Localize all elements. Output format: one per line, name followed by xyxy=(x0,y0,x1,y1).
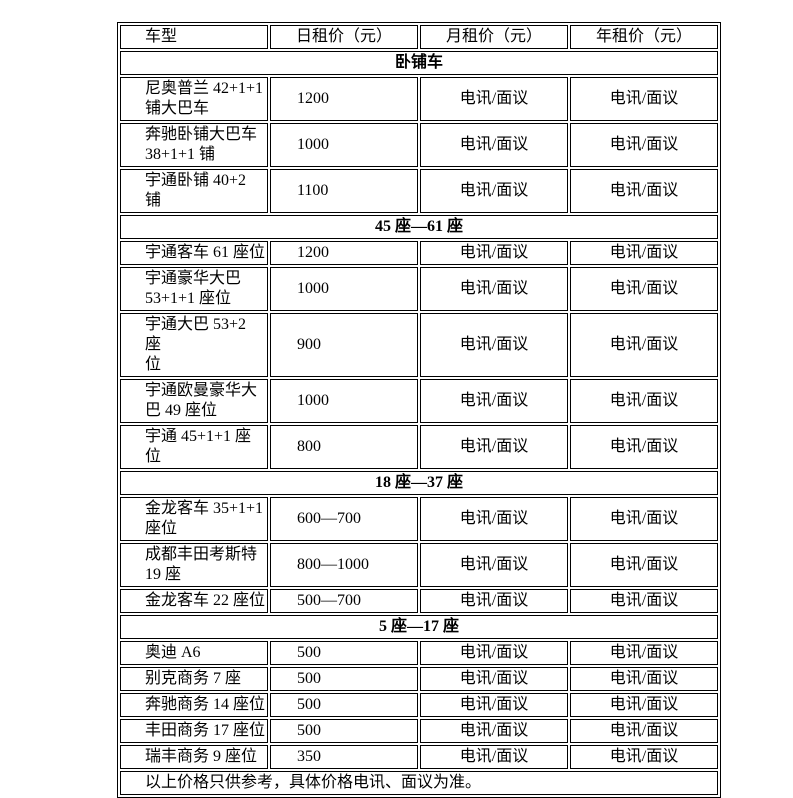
section-header-row: 5 座—17 座 xyxy=(120,615,718,639)
daily-price-cell: 1100 xyxy=(270,169,418,213)
table-row: 别克商务 7 座 500 电讯/面议 电讯/面议 xyxy=(120,667,718,691)
daily-price-cell: 600—700 xyxy=(270,497,418,541)
daily-price-cell: 900 xyxy=(270,313,418,377)
table-row: 瑞丰商务 9 座位 350 电讯/面议 电讯/面议 xyxy=(120,745,718,769)
monthly-price-cell: 电讯/面议 xyxy=(420,425,568,469)
yearly-price-cell: 电讯/面议 xyxy=(570,543,718,587)
yearly-price-cell: 电讯/面议 xyxy=(570,745,718,769)
yearly-price-cell: 电讯/面议 xyxy=(570,497,718,541)
monthly-price-cell: 电讯/面议 xyxy=(420,745,568,769)
daily-price-cell: 800—1000 xyxy=(270,543,418,587)
table-row: 宇通 45+1+1 座位 800 电讯/面议 电讯/面议 xyxy=(120,425,718,469)
monthly-price-cell: 电讯/面议 xyxy=(420,667,568,691)
section-title-cell: 卧铺车 xyxy=(120,51,718,75)
yearly-price-cell: 电讯/面议 xyxy=(570,719,718,743)
yearly-price-cell: 电讯/面议 xyxy=(570,589,718,613)
daily-price-cell: 1000 xyxy=(270,267,418,311)
table-row: 奔驰卧铺大巴车 38+1+1 铺 1000 电讯/面议 电讯/面议 xyxy=(120,123,718,167)
section-title-cell: 18 座—37 座 xyxy=(120,471,718,495)
rental-price-table-container: 车型 日租价（元） 月租价（元） 年租价（元） 卧铺车 尼奥普兰 42+1+1 … xyxy=(117,22,721,798)
yearly-price-cell: 电讯/面议 xyxy=(570,77,718,121)
vehicle-model-cell: 宇通豪华大巴 53+1+1 座位 xyxy=(120,267,268,311)
section-title-cell: 5 座—17 座 xyxy=(120,615,718,639)
vehicle-model-cell: 尼奥普兰 42+1+1 铺大巴车 xyxy=(120,77,268,121)
vehicle-model-cell: 宇通卧铺 40+2 铺 xyxy=(120,169,268,213)
header-row: 车型 日租价（元） 月租价（元） 年租价（元） xyxy=(120,25,718,49)
yearly-price-cell: 电讯/面议 xyxy=(570,693,718,717)
vehicle-model-cell: 宇通欧曼豪华大 巴 49 座位 xyxy=(120,379,268,423)
column-header-daily: 日租价（元） xyxy=(270,25,418,49)
yearly-price-cell: 电讯/面议 xyxy=(570,241,718,265)
table-row: 成都丰田考斯特 19 座 800—1000 电讯/面议 电讯/面议 xyxy=(120,543,718,587)
section-header-row: 45 座—61 座 xyxy=(120,215,718,239)
monthly-price-cell: 电讯/面议 xyxy=(420,169,568,213)
vehicle-model-cell: 奔驰卧铺大巴车 38+1+1 铺 xyxy=(120,123,268,167)
table-row: 宇通豪华大巴 53+1+1 座位 1000 电讯/面议 电讯/面议 xyxy=(120,267,718,311)
daily-price-cell: 1200 xyxy=(270,241,418,265)
table-row: 尼奥普兰 42+1+1 铺大巴车 1200 电讯/面议 电讯/面议 xyxy=(120,77,718,121)
table-row: 宇通客车 61 座位 1200 电讯/面议 电讯/面议 xyxy=(120,241,718,265)
monthly-price-cell: 电讯/面议 xyxy=(420,719,568,743)
monthly-price-cell: 电讯/面议 xyxy=(420,589,568,613)
yearly-price-cell: 电讯/面议 xyxy=(570,169,718,213)
daily-price-cell: 1200 xyxy=(270,77,418,121)
column-header-model: 车型 xyxy=(120,25,268,49)
footer-note-row: 以上价格只供参考，具体价格电讯、面议为准。 xyxy=(120,771,718,795)
monthly-price-cell: 电讯/面议 xyxy=(420,543,568,587)
section-header-row: 卧铺车 xyxy=(120,51,718,75)
monthly-price-cell: 电讯/面议 xyxy=(420,313,568,377)
yearly-price-cell: 电讯/面议 xyxy=(570,425,718,469)
daily-price-cell: 500—700 xyxy=(270,589,418,613)
table-row: 金龙客车 35+1+1 座位 600—700 电讯/面议 电讯/面议 xyxy=(120,497,718,541)
yearly-price-cell: 电讯/面议 xyxy=(570,123,718,167)
daily-price-cell: 500 xyxy=(270,693,418,717)
table-row: 奥迪 A6 500 电讯/面议 电讯/面议 xyxy=(120,641,718,665)
table-row: 奔驰商务 14 座位 500 电讯/面议 电讯/面议 xyxy=(120,693,718,717)
footer-note-cell: 以上价格只供参考，具体价格电讯、面议为准。 xyxy=(120,771,718,795)
vehicle-model-cell: 金龙客车 35+1+1 座位 xyxy=(120,497,268,541)
monthly-price-cell: 电讯/面议 xyxy=(420,77,568,121)
daily-price-cell: 1000 xyxy=(270,379,418,423)
monthly-price-cell: 电讯/面议 xyxy=(420,641,568,665)
column-header-yearly: 年租价（元） xyxy=(570,25,718,49)
vehicle-model-cell: 宇通 45+1+1 座位 xyxy=(120,425,268,469)
daily-price-cell: 800 xyxy=(270,425,418,469)
section-title-cell: 45 座—61 座 xyxy=(120,215,718,239)
yearly-price-cell: 电讯/面议 xyxy=(570,267,718,311)
vehicle-model-cell: 金龙客车 22 座位 xyxy=(120,589,268,613)
vehicle-model-cell: 瑞丰商务 9 座位 xyxy=(120,745,268,769)
yearly-price-cell: 电讯/面议 xyxy=(570,641,718,665)
section-header-row: 18 座—37 座 xyxy=(120,471,718,495)
rental-price-table: 车型 日租价（元） 月租价（元） 年租价（元） 卧铺车 尼奥普兰 42+1+1 … xyxy=(117,22,721,798)
monthly-price-cell: 电讯/面议 xyxy=(420,123,568,167)
daily-price-cell: 1000 xyxy=(270,123,418,167)
vehicle-model-cell: 别克商务 7 座 xyxy=(120,667,268,691)
yearly-price-cell: 电讯/面议 xyxy=(570,667,718,691)
monthly-price-cell: 电讯/面议 xyxy=(420,497,568,541)
daily-price-cell: 500 xyxy=(270,667,418,691)
column-header-monthly: 月租价（元） xyxy=(420,25,568,49)
vehicle-model-cell: 成都丰田考斯特 19 座 xyxy=(120,543,268,587)
vehicle-model-cell: 宇通大巴 53+2 座 位 xyxy=(120,313,268,377)
daily-price-cell: 500 xyxy=(270,719,418,743)
vehicle-model-cell: 丰田商务 17 座位 xyxy=(120,719,268,743)
monthly-price-cell: 电讯/面议 xyxy=(420,693,568,717)
vehicle-model-cell: 宇通客车 61 座位 xyxy=(120,241,268,265)
daily-price-cell: 500 xyxy=(270,641,418,665)
monthly-price-cell: 电讯/面议 xyxy=(420,267,568,311)
table-row: 宇通大巴 53+2 座 位 900 电讯/面议 电讯/面议 xyxy=(120,313,718,377)
yearly-price-cell: 电讯/面议 xyxy=(570,379,718,423)
table-row: 金龙客车 22 座位 500—700 电讯/面议 电讯/面议 xyxy=(120,589,718,613)
table-row: 丰田商务 17 座位 500 电讯/面议 电讯/面议 xyxy=(120,719,718,743)
daily-price-cell: 350 xyxy=(270,745,418,769)
yearly-price-cell: 电讯/面议 xyxy=(570,313,718,377)
monthly-price-cell: 电讯/面议 xyxy=(420,241,568,265)
table-row: 宇通欧曼豪华大 巴 49 座位 1000 电讯/面议 电讯/面议 xyxy=(120,379,718,423)
vehicle-model-cell: 奥迪 A6 xyxy=(120,641,268,665)
vehicle-model-cell: 奔驰商务 14 座位 xyxy=(120,693,268,717)
table-row: 宇通卧铺 40+2 铺 1100 电讯/面议 电讯/面议 xyxy=(120,169,718,213)
monthly-price-cell: 电讯/面议 xyxy=(420,379,568,423)
